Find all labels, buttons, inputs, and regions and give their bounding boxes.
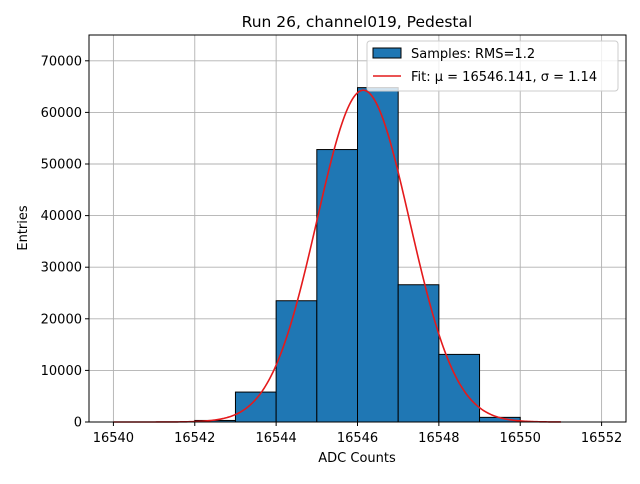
y-axis-label: Entries [16, 205, 31, 251]
histogram-bar [275, 300, 318, 423]
y-tick-label: 60000 [41, 106, 82, 121]
x-tick-label: 16540 [93, 431, 134, 446]
histogram-bar [438, 353, 481, 423]
legend-label-fit: Fit: μ = 16546.141, σ = 1.14 [411, 70, 597, 85]
y-tick-label: 20000 [41, 312, 82, 327]
y-tick-label: 40000 [41, 209, 82, 224]
legend-label-samples: Samples: RMS=1.2 [411, 47, 535, 62]
axes: 16540 16542 16544 16546 16548 16550 16552 0 1000… [41, 34, 627, 446]
chart-title: Run 26, channel019, Pedestal [242, 13, 473, 31]
x-tick-label: 16546 [337, 431, 378, 446]
x-tick-label: 16542 [174, 431, 215, 446]
x-axis-label: ADC Counts [318, 451, 396, 466]
y-tick-label: 50000 [41, 158, 82, 173]
x-tick-label: 16544 [255, 431, 296, 446]
histogram-bar [397, 284, 440, 423]
histogram-bar [316, 149, 358, 423]
y-tick-label: 0 [74, 416, 82, 431]
histogram-bar [234, 391, 277, 423]
x-tick-label: 16548 [418, 431, 459, 446]
y-tick-label: 70000 [41, 54, 82, 69]
y-tick-label: 30000 [41, 261, 82, 276]
legend-swatch-samples [372, 47, 402, 59]
legend-box [366, 40, 619, 92]
x-tick-label: 16550 [500, 431, 541, 446]
histogram-bar [357, 87, 399, 423]
histogram-bars [194, 87, 521, 423]
legend: Samples: RMS=1.2 Fit: μ = 16546.141, σ =… [366, 40, 619, 92]
y-tick-label: 10000 [41, 364, 82, 379]
x-tick-label: 16552 [581, 431, 622, 446]
